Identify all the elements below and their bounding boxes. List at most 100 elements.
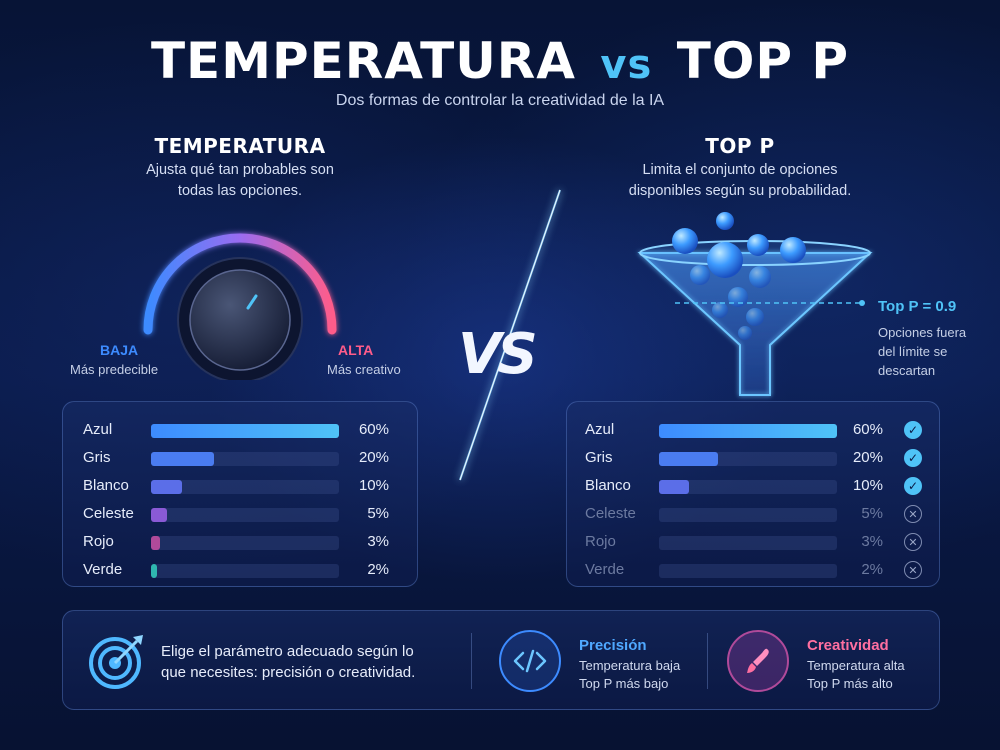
temperatura-desc-line1: Ajusta qué tan probables son <box>146 162 334 178</box>
probability-track <box>151 480 339 494</box>
bottom-tip-line2: que necesites: precisión o creatividad. <box>161 664 416 681</box>
probability-bar <box>151 452 214 466</box>
temperatura-distribution-panel: Azul 60% Gris 20% Blanco 10% Celeste 5% Rojo 3% Ve… <box>62 401 418 587</box>
probability-bar <box>659 564 665 578</box>
knob-dial <box>189 269 291 371</box>
temperatura-title: TEMPERATURA <box>154 134 326 158</box>
close-icon: ✕ <box>904 533 922 551</box>
probability-value: 10% <box>852 477 883 494</box>
top-p-note: Opciones fuera del límite se descartan <box>878 323 966 380</box>
knob-indicator <box>246 294 258 310</box>
top-p-title: TOP P <box>705 134 775 158</box>
probability-bar <box>659 480 689 494</box>
probability-track <box>659 480 837 494</box>
title-left: TEMPERATURA <box>150 32 576 90</box>
distribution-row: Celeste 5% ✕ <box>567 500 939 528</box>
distribution-row: Azul 60% <box>63 416 417 444</box>
bottom-summary-bar: Elige el parámetro adecuado según lo que… <box>62 610 940 710</box>
top-p-description: Limita el conjunto de opciones disponibl… <box>590 160 890 202</box>
low-label: BAJA <box>100 342 139 358</box>
bottom-tip-line1: Elige el parámetro adecuado según lo <box>161 643 414 660</box>
probability-bar <box>151 480 183 494</box>
probability-track <box>151 452 339 466</box>
temperature-knob[interactable] <box>130 210 350 380</box>
high-label: ALTA <box>338 342 374 358</box>
bottom-tip: Elige el parámetro adecuado según lo que… <box>161 641 415 683</box>
token-ball <box>707 242 743 278</box>
top-p-desc-line1: Limita el conjunto de opciones <box>642 162 838 178</box>
target-icon <box>89 635 143 689</box>
token-ball <box>780 237 806 263</box>
probability-value: 2% <box>367 561 389 578</box>
precision-details: Temperatura baja Top P más bajo <box>579 657 680 693</box>
distribution-row: Blanco 10% <box>63 472 417 500</box>
creatividad-line2: Top P más alto <box>807 676 893 691</box>
probability-track <box>659 424 837 438</box>
check-icon: ✓ <box>904 421 922 439</box>
vs-divider <box>459 189 561 481</box>
probability-bar <box>659 508 674 522</box>
close-icon: ✕ <box>904 561 922 579</box>
temperatura-desc-line2: todas las opciones. <box>177 183 303 199</box>
option-label: Azul <box>83 421 113 438</box>
creatividad-details: Temperatura alta Top P más alto <box>807 657 905 693</box>
temperatura-description: Ajusta qué tan probables son todas las o… <box>90 160 390 202</box>
probability-track <box>151 508 339 522</box>
token-ball <box>672 228 698 254</box>
divider <box>707 633 708 689</box>
token-ball <box>716 212 734 230</box>
brush-icon <box>727 630 789 692</box>
check-icon: ✓ <box>904 449 922 467</box>
close-icon: ✕ <box>904 505 922 523</box>
probability-track <box>151 564 339 578</box>
option-label: Gris <box>585 449 613 466</box>
top-p-note-line1: Opciones fuera <box>878 325 967 340</box>
probability-bar <box>659 536 668 550</box>
distribution-row: Blanco 10% ✓ <box>567 472 939 500</box>
probability-track <box>151 424 339 438</box>
distribution-row: Gris 20% ✓ <box>567 444 939 472</box>
probability-bar <box>659 452 719 466</box>
probability-bar <box>151 564 158 578</box>
knob-arc <box>143 233 337 335</box>
probability-track <box>659 508 837 522</box>
probability-track <box>151 536 339 550</box>
precision-line1: Temperatura baja <box>579 658 681 673</box>
top-p-note-line3: descartan <box>878 363 936 378</box>
distribution-row: Rojo 3% ✕ <box>567 528 939 556</box>
divider <box>471 633 472 689</box>
top-p-desc-line2: disponibles según su probabilidad. <box>628 183 852 199</box>
probability-value: 5% <box>367 505 389 522</box>
probability-bar <box>659 424 837 438</box>
high-sublabel: Más creativo <box>327 362 401 377</box>
distribution-row: Verde 2% <box>63 556 417 584</box>
option-label: Verde <box>83 561 123 578</box>
code-icon <box>499 630 561 692</box>
probability-bar <box>151 536 161 550</box>
option-label: Blanco <box>83 477 129 494</box>
option-label: Celeste <box>83 505 134 522</box>
title-right: TOP P <box>676 32 850 90</box>
subtitle: Dos formas de controlar la creatividad d… <box>335 92 665 109</box>
option-label: Blanco <box>585 477 631 494</box>
probability-track <box>659 536 837 550</box>
distribution-row: Celeste 5% <box>63 500 417 528</box>
token-ball <box>747 234 769 256</box>
option-label: Verde <box>585 561 625 578</box>
probability-bar <box>151 424 339 438</box>
creatividad-title: Creatividad <box>807 637 889 654</box>
top-p-distribution-panel: Azul 60% ✓ Gris 20% ✓ Blanco 10% ✓ Celeste 5% ✕ Rojo… <box>566 401 940 587</box>
main-title: TEMPERATURA vs TOP P <box>0 32 1000 90</box>
distribution-row: Verde 2% ✕ <box>567 556 939 584</box>
probability-value: 60% <box>358 421 389 438</box>
vs-label: VS <box>458 322 538 387</box>
top-p-note-line2: del límite se <box>878 344 948 359</box>
precision-line2: Top P más bajo <box>579 676 669 691</box>
distribution-row: Azul 60% ✓ <box>567 416 939 444</box>
option-label: Rojo <box>83 533 114 550</box>
probability-value: 20% <box>358 449 389 466</box>
title-vs: vs <box>600 42 653 88</box>
precision-title: Precisión <box>579 637 647 654</box>
probability-value: 2% <box>861 561 883 578</box>
probability-value: 3% <box>367 533 389 550</box>
